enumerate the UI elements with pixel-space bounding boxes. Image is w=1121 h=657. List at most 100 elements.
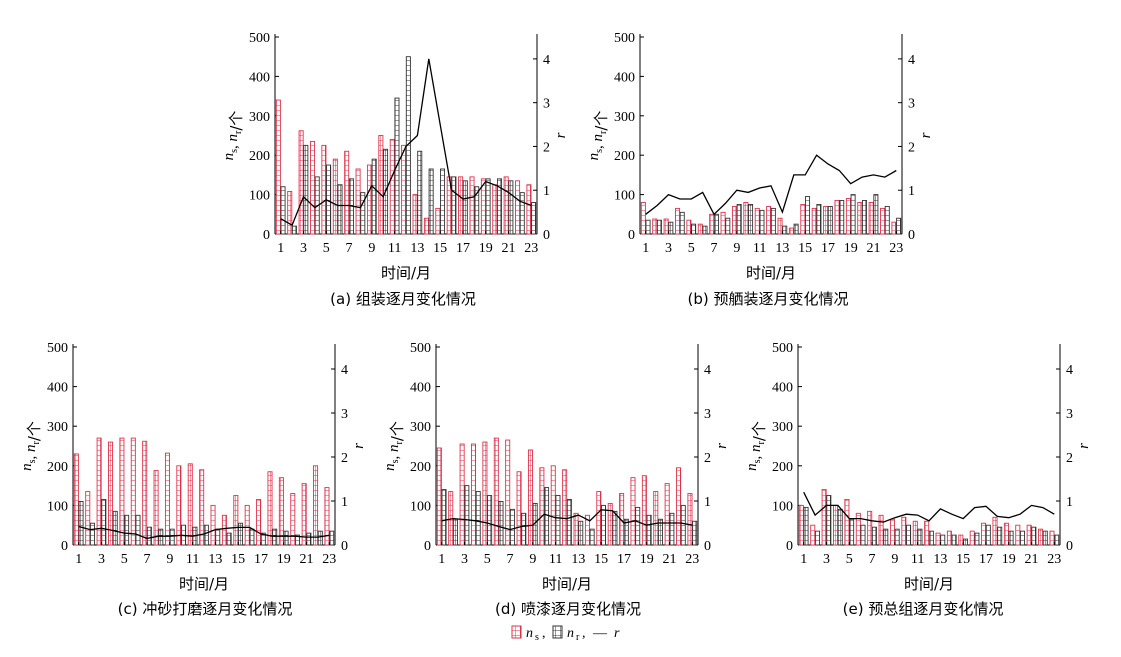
y2-tick-label: 3 (341, 407, 348, 422)
bar-ns (332, 158, 338, 235)
bar-nr (169, 528, 175, 546)
x-tick-label: 5 (484, 552, 491, 567)
x-tick-label: 23 (322, 552, 336, 567)
bar-ns (686, 219, 692, 235)
bar-ns (298, 130, 304, 235)
bar-nr (871, 526, 877, 546)
y-tick-label: 200 (249, 149, 270, 164)
bar-ns (844, 499, 850, 546)
bar-ns (267, 471, 273, 546)
bar-nr (260, 532, 266, 546)
bar-ns (857, 202, 863, 235)
bar-ns (108, 441, 114, 546)
bar-nr (451, 176, 457, 235)
x-tick-label: 1 (800, 552, 807, 567)
bar-ns (527, 449, 533, 546)
bar-ns (663, 218, 669, 235)
bar-ns (290, 493, 296, 546)
bar-ns (301, 483, 307, 546)
bar-nr (668, 221, 674, 235)
y-tick-label: 500 (249, 31, 270, 46)
bar-nr (329, 530, 335, 546)
bar-nr (101, 499, 107, 546)
x-tick-label: 13 (775, 241, 789, 256)
y2-tick-label: 2 (908, 140, 915, 155)
x-tick-label: 21 (1025, 552, 1039, 567)
legend-line-glyph: — (592, 626, 608, 641)
x-tick-label: 23 (889, 241, 903, 256)
bar-nr (1054, 534, 1060, 546)
x-axis-title: 时间/月 (542, 575, 592, 593)
bar-nr (440, 168, 446, 235)
bar-nr (360, 192, 366, 235)
legend-ns-swatch (511, 625, 522, 639)
bar-nr (272, 528, 278, 546)
bar-nr (814, 530, 820, 546)
bar-ns (492, 184, 498, 235)
y-tick-label: 0 (61, 539, 68, 554)
y-tick-label: 500 (47, 341, 68, 356)
bar-nr (589, 528, 595, 546)
bar-ns (482, 441, 488, 546)
x-tick-label: 15 (231, 552, 245, 567)
bar-nr (770, 207, 776, 235)
bar-nr (612, 510, 618, 546)
bar-nr (782, 225, 788, 235)
x-tick-label: 7 (346, 241, 353, 256)
y-tick-label: 100 (614, 189, 635, 204)
r-line (803, 491, 1055, 523)
r-line (280, 58, 532, 227)
bar-ns (389, 138, 395, 235)
bar-nr (997, 526, 1003, 546)
r-line (441, 509, 693, 531)
y-tick-label: 400 (614, 70, 635, 85)
x-axis-title: 时间/月 (381, 264, 431, 282)
x-tick-label: 19 (640, 552, 654, 567)
bar-ns (675, 207, 681, 235)
bar-ns (855, 512, 861, 546)
bar-ns (96, 437, 102, 546)
bar-ns (958, 534, 964, 546)
legend: n s , n r , — r (511, 625, 620, 643)
bar-ns (275, 99, 281, 235)
bar-nr (496, 178, 502, 235)
bar-nr (475, 491, 481, 546)
bar-ns (607, 502, 613, 546)
bar-ns (891, 221, 897, 235)
bar-ns (935, 532, 941, 546)
bar-nr (873, 194, 879, 235)
bar-ns (142, 440, 148, 546)
bar-nr (464, 485, 470, 546)
bar-ns (119, 437, 125, 546)
bar-nr (135, 514, 141, 546)
bar-nr (793, 223, 799, 235)
x-tick-label: 11 (388, 241, 401, 256)
y-tick-label: 0 (263, 228, 270, 243)
chart-caption: (c) 冲砂打磨逐月变化情况 (118, 600, 293, 618)
bar-nr (417, 150, 423, 235)
bar-nr (928, 530, 934, 546)
bar-ns (233, 495, 239, 546)
x-tick-label: 7 (144, 552, 151, 567)
legend-nr-sub: r (576, 632, 580, 643)
bar-nr (578, 520, 584, 546)
x-tick-label: 13 (933, 552, 947, 567)
bar-nr (294, 534, 300, 546)
legend-nr-label: n (567, 626, 574, 641)
bar-nr (238, 522, 244, 546)
bar-ns (324, 487, 330, 546)
x-tick-label: 9 (166, 552, 173, 567)
y-axis-title: ns, nr/个 (382, 421, 406, 471)
x-tick-label: 17 (254, 552, 268, 567)
x-tick-label: 5 (846, 552, 853, 567)
x-tick-label: 17 (617, 552, 631, 567)
bar-ns (287, 190, 293, 235)
bar-ns (401, 144, 407, 235)
y-tick-label: 300 (410, 420, 431, 435)
y2-axis-title: r (351, 443, 367, 449)
bar-ns (244, 504, 250, 546)
bar-nr (601, 504, 607, 546)
legend-nr-swatch (552, 625, 563, 639)
